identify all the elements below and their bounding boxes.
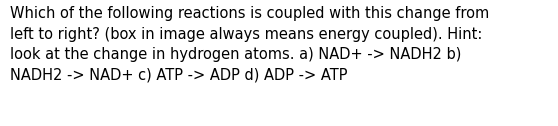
Text: Which of the following reactions is coupled with this change from
left to right?: Which of the following reactions is coup… [10,6,489,83]
